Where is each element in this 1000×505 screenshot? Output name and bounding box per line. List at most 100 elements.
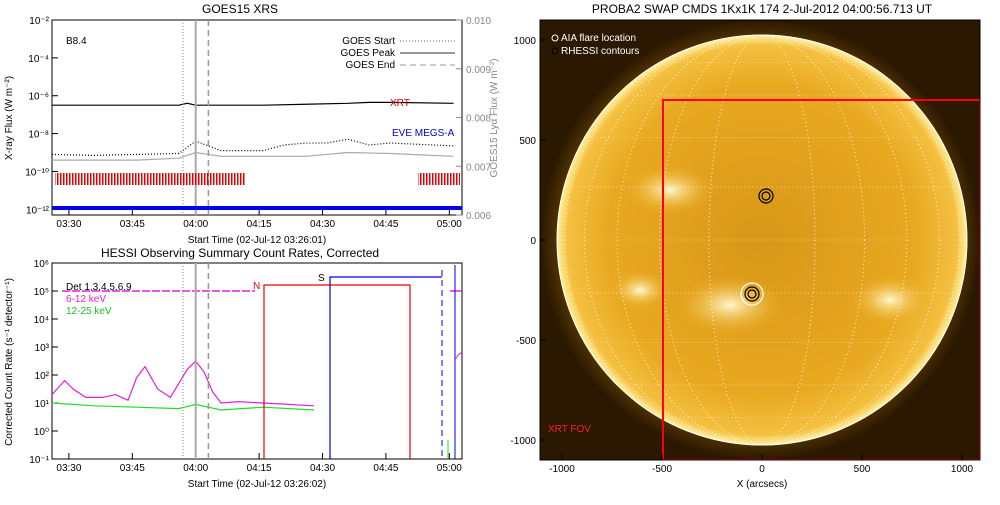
x-tick-label: 04:30	[310, 463, 335, 474]
x-tick-label: -500	[652, 464, 672, 475]
x-tick-label: 05:00	[437, 219, 462, 230]
legend-rhessi-symbol	[551, 47, 559, 55]
y-tick-label: 10⁻¹⁰	[25, 167, 49, 178]
x-tick-label: 1000	[951, 464, 974, 475]
y2-tick-label: 0.009	[466, 65, 491, 76]
goes-series-long	[51, 138, 454, 156]
legend-goes-start: GOES Start	[342, 36, 395, 47]
swap-image: XRT FOV AIA flare location RHESSI contou…	[540, 20, 980, 460]
active-region-1	[625, 165, 715, 215]
swap-panel: PROBA2 SWAP CMDS 1Kx1K 174 2-Jul-2012 04…	[510, 2, 981, 490]
goes-ylabel-right: GOES15 Lyα Flux (W m⁻²)	[489, 58, 500, 177]
hessi-panel: HESSI Observing Summary Count Rates, Cor…	[4, 246, 463, 490]
y-tick-label: -1000	[510, 436, 536, 447]
y-tick-label: 10¹	[35, 399, 50, 410]
goes-event-lines	[182, 20, 210, 215]
y-tick-label: 10⁰	[34, 427, 49, 438]
y-tick-label: 10⁴	[34, 315, 49, 326]
xrt-annotation: XRT	[390, 98, 410, 109]
y2-tick-label: 0.006	[466, 211, 491, 222]
legend-detectors: Det 1,3,4,5,6,9	[66, 282, 132, 293]
rhessi-contour-1b	[761, 191, 771, 201]
x-tick-label: 03:30	[56, 219, 81, 230]
goes-plot-frame	[51, 19, 463, 216]
y-tick-label: 10⁶	[34, 259, 49, 270]
swap-xlabel: X (arcsecs)	[737, 479, 788, 490]
y2-tick-label: 0.007	[466, 162, 491, 173]
y-tick-label: 10⁻¹	[29, 455, 49, 466]
y-tick-label: 10⁻⁶	[28, 92, 49, 103]
legend-12-25kev: 12-25 keV	[66, 306, 112, 317]
hessi-xlabel: Start Time (02-Jul-12 03:26:02)	[188, 479, 326, 490]
hessi-y-ticks: 10⁶ 10⁵ 10⁴ 10³ 10² 10¹ 10⁰ 10⁻¹	[29, 259, 58, 466]
xrt-coverage-bar-1	[55, 173, 245, 185]
rhessi-contour-2b	[747, 289, 757, 299]
eve-annotation: EVE MEGS-A	[392, 128, 455, 139]
night-interval	[263, 284, 411, 459]
goes-series-short	[52, 151, 454, 161]
hessi-series-6-12 keV	[51, 360, 315, 407]
saa-interval	[329, 276, 442, 459]
night-marker: N	[253, 281, 260, 292]
y2-tick-label: 0.010	[466, 16, 491, 27]
legend-aia-symbol	[551, 34, 559, 42]
magenta-resume	[454, 351, 463, 361]
y-tick-label: -500	[516, 336, 536, 347]
rhessi-contour-2a	[744, 286, 760, 302]
y-tick-label: 10³	[35, 343, 50, 354]
y-tick-label: 10⁵	[34, 287, 49, 298]
hessi-title: HESSI Observing Summary Count Rates, Cor…	[101, 246, 379, 260]
x-tick-label: 500	[854, 464, 871, 475]
y-tick-label: 1000	[514, 36, 537, 47]
goes-series-XRT	[52, 101, 454, 106]
y-tick-label: 500	[519, 136, 536, 147]
x-tick-label: 04:45	[373, 219, 398, 230]
goes-ylabel: X-ray Flux (W m⁻²)	[4, 76, 15, 160]
x-tick-label: 04:30	[310, 219, 335, 230]
rhessi-contour-1a	[758, 188, 774, 204]
y-tick-label: 0	[530, 236, 536, 247]
swap-y-ticks: 1000 500 0 -500 -1000	[510, 36, 546, 447]
goes-panel: GOES15 XRS 10⁻² 10⁻⁴ 10⁻⁶ 10⁻⁸ 10⁻¹⁰ 10⁻¹² 0.…	[4, 2, 500, 246]
active-region-2	[675, 275, 785, 335]
limb-circle	[556, 34, 968, 446]
hessi-legend: Det 1,3,4,5,6,9 6-12 keV 12-25 keV	[66, 282, 132, 317]
hessi-plot-frame	[51, 262, 463, 460]
y2-tick-label: 0.008	[466, 114, 491, 125]
legend-rhessi: RHESSI contours	[561, 46, 639, 57]
flare-class-label: B8.4	[66, 36, 87, 47]
x-tick-label: 0	[759, 464, 765, 475]
active-region-3	[850, 275, 930, 325]
x-tick-label: 03:30	[56, 463, 81, 474]
active-region-4	[610, 270, 670, 310]
legend-goes-end: GOES End	[346, 60, 395, 71]
x-tick-label: 04:45	[373, 463, 398, 474]
swap-x-ticks: -1000 -500 0 500 1000	[549, 454, 974, 475]
x-tick-label: 04:00	[183, 463, 208, 474]
goes-title: GOES15 XRS	[202, 2, 278, 16]
y-tick-label: 10⁻⁸	[28, 130, 49, 141]
y-tick-label: 10⁻⁴	[28, 54, 49, 65]
x-tick-label: 03:45	[120, 463, 145, 474]
y-tick-label: 10⁻¹²	[26, 205, 50, 216]
xrt-fov-box	[662, 99, 980, 460]
x-tick-label: 04:00	[183, 219, 208, 230]
goes-y2-ticks: 0.010 0.009 0.008 0.007 0.006	[456, 16, 491, 222]
saa-marker: S	[318, 273, 325, 284]
goes-xlabel: Start Time (02-Jul-12 03:26:01)	[188, 235, 326, 246]
x-tick-label: 03:45	[120, 219, 145, 230]
xrt-fov-label: XRT FOV	[548, 424, 591, 435]
x-tick-label: -1000	[549, 464, 575, 475]
legend-6-12kev: 6-12 keV	[66, 294, 106, 305]
x-tick-label: 04:15	[247, 219, 272, 230]
x-tick-label: 05:00	[437, 463, 462, 474]
y-tick-label: 10⁻²	[29, 16, 49, 27]
hessi-x-ticks: 03:30 03:45 04:00 04:15 04:30 04:45 05:00	[56, 453, 462, 474]
legend-goes-peak: GOES Peak	[341, 48, 396, 59]
hessi-ylabel: Corrected Count Rate (s⁻¹ detector⁻¹)	[4, 278, 15, 446]
y-tick-label: 10²	[35, 371, 50, 382]
hessi-event-lines	[182, 263, 210, 459]
hessi-series-12-25 keV	[51, 402, 315, 411]
goes-legend: GOES Start GOES Peak GOES End	[341, 36, 455, 71]
